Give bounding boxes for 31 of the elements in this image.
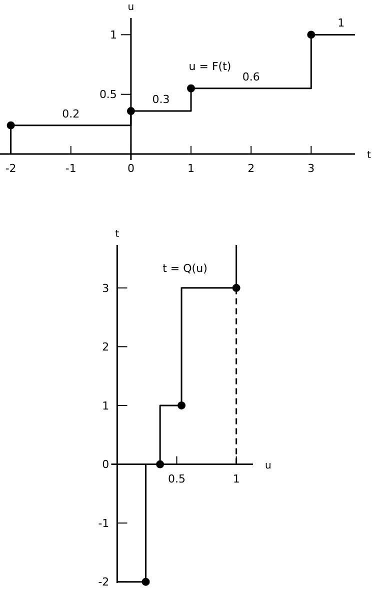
point: [187, 84, 196, 92]
x-tick-label: -1: [65, 162, 76, 175]
y-tick-label: 2: [102, 340, 110, 354]
text: t = Q(u): [162, 262, 208, 275]
point: [6, 121, 15, 130]
y-axis-title: u: [128, 2, 134, 13]
point: [156, 460, 164, 468]
y-tick-label: 3: [102, 282, 110, 295]
x-tick-label: 0: [127, 162, 134, 175]
y-tick-label: -2: [98, 576, 110, 589]
y-tick-label: 0.5: [99, 88, 117, 102]
point: [142, 578, 150, 586]
point: [126, 107, 135, 116]
y-tick-label: 1: [102, 399, 110, 412]
y-tick-label: 0: [102, 458, 110, 472]
x-axis-title: u: [265, 460, 272, 472]
annotation: 0.6: [242, 70, 260, 84]
x-tick-label: 2: [248, 162, 255, 175]
y-tick-label: -1: [98, 516, 110, 530]
x-tick-label: 3: [308, 162, 315, 175]
annotation: 0.3: [152, 93, 170, 106]
point: [307, 30, 316, 39]
x-axis-title: t: [367, 150, 371, 161]
x-tick-label: -2: [5, 162, 16, 175]
text: u = F(t): [188, 60, 232, 73]
annotation: 0.2: [62, 107, 80, 120]
y-axis-title: t: [115, 229, 120, 240]
x-tick-label: 1: [188, 162, 195, 175]
point: [178, 401, 186, 410]
annotation: 1: [338, 16, 345, 30]
y-tick-label: 1: [110, 28, 117, 42]
